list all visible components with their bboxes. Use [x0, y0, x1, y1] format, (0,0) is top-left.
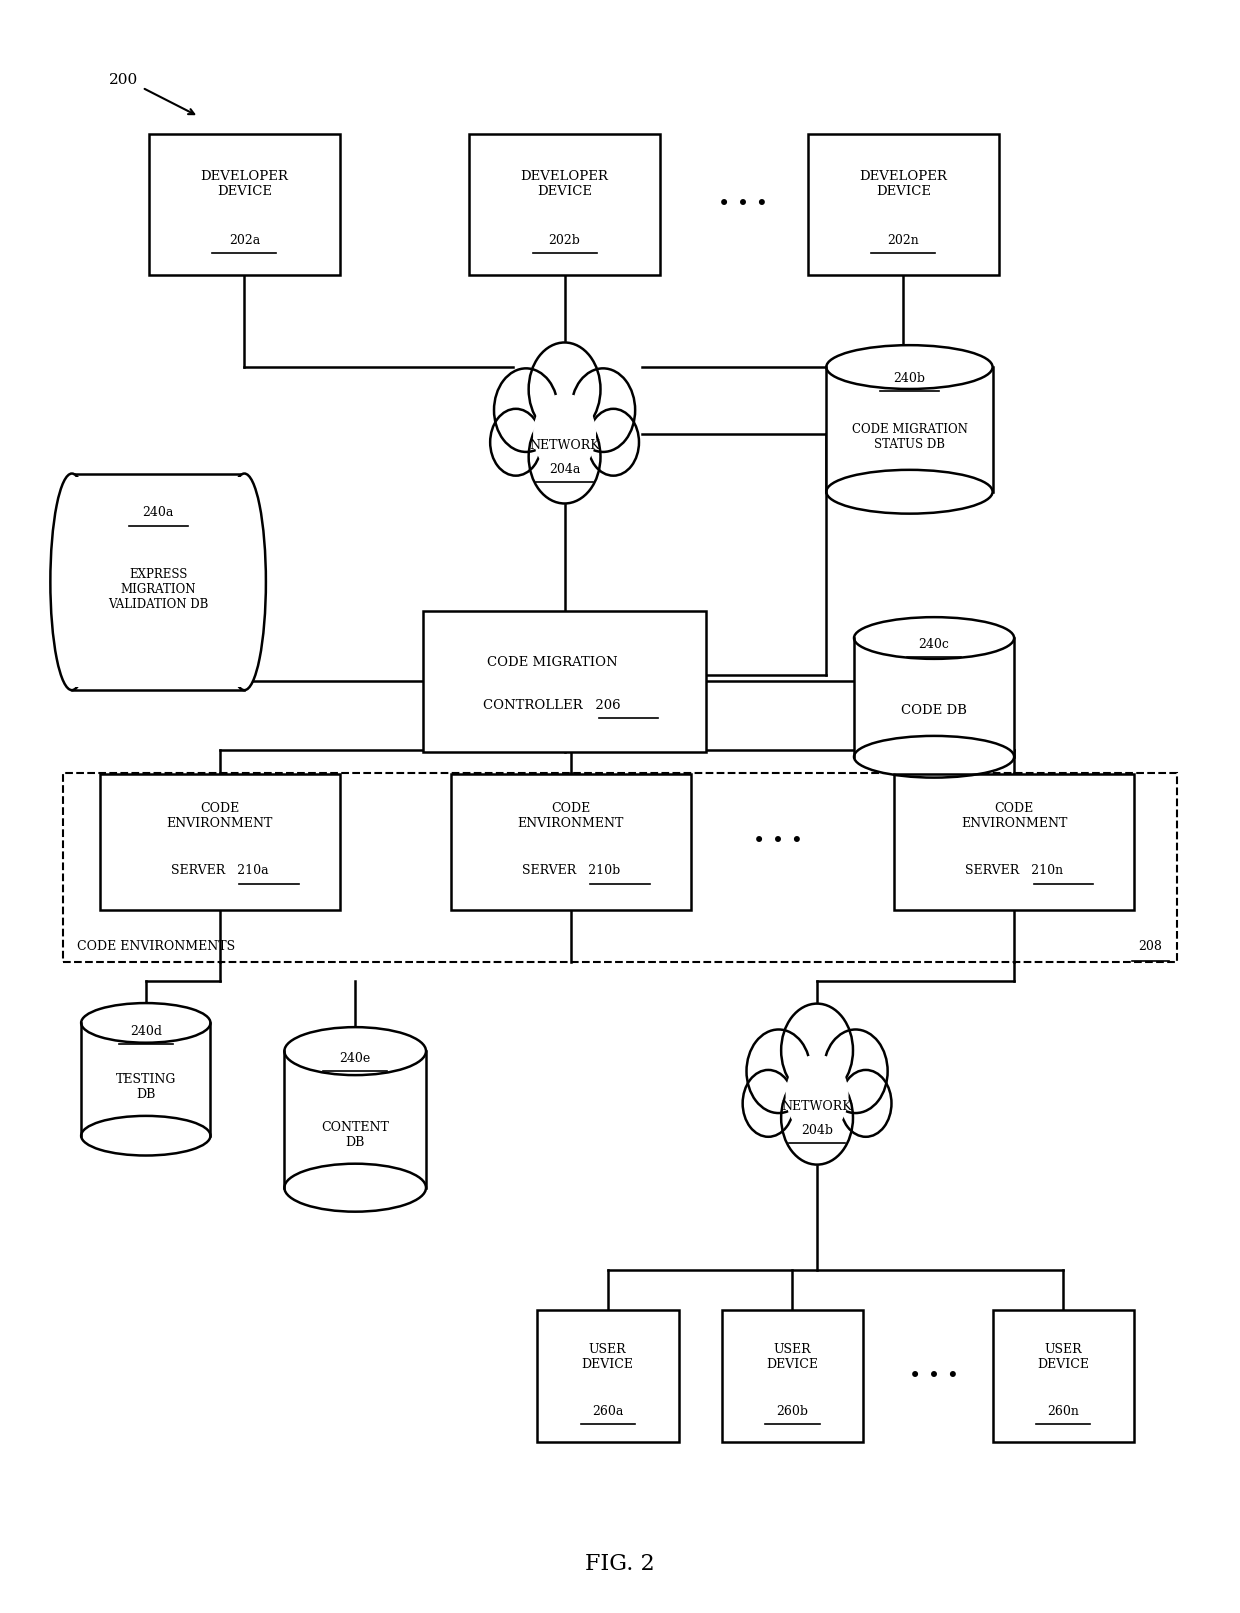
Bar: [81, 1023, 211, 1136]
Ellipse shape: [81, 1003, 211, 1042]
Text: 240b: 240b: [894, 371, 925, 384]
Text: DEVELOPER
DEVICE: DEVELOPER DEVICE: [859, 169, 947, 198]
Text: 240c: 240c: [919, 637, 950, 652]
FancyBboxPatch shape: [469, 134, 660, 276]
Ellipse shape: [51, 474, 93, 690]
Circle shape: [786, 1055, 848, 1136]
Circle shape: [588, 408, 639, 476]
Ellipse shape: [854, 736, 1014, 777]
Circle shape: [743, 1069, 794, 1137]
Text: 260a: 260a: [591, 1405, 624, 1418]
FancyBboxPatch shape: [722, 1310, 863, 1442]
Text: TESTING
DB: TESTING DB: [115, 1073, 176, 1102]
Ellipse shape: [854, 618, 1014, 658]
Circle shape: [494, 368, 558, 452]
Bar: [72, 474, 244, 690]
Circle shape: [490, 408, 542, 476]
FancyBboxPatch shape: [63, 773, 1177, 961]
Circle shape: [781, 1003, 853, 1097]
FancyBboxPatch shape: [992, 1310, 1135, 1442]
Text: CODE DB: CODE DB: [901, 703, 967, 716]
Text: 240a: 240a: [143, 506, 174, 519]
FancyBboxPatch shape: [450, 774, 691, 910]
Text: • • •: • • •: [753, 832, 802, 852]
Text: FIG. 2: FIG. 2: [585, 1553, 655, 1574]
Text: SERVER   210n: SERVER 210n: [965, 865, 1063, 877]
Circle shape: [533, 394, 595, 474]
FancyBboxPatch shape: [423, 611, 707, 752]
Text: SERVER   210b: SERVER 210b: [522, 865, 620, 877]
Text: CONTENT
DB: CONTENT DB: [321, 1121, 389, 1150]
Circle shape: [570, 368, 635, 452]
Text: 260n: 260n: [1048, 1405, 1079, 1418]
Text: USER
DEVICE: USER DEVICE: [766, 1344, 818, 1371]
Text: NETWORK: NETWORK: [781, 1100, 852, 1113]
Circle shape: [841, 1069, 892, 1137]
Text: 240e: 240e: [340, 1052, 371, 1065]
Text: 200: 200: [109, 73, 138, 87]
Ellipse shape: [284, 1163, 427, 1211]
Ellipse shape: [284, 1027, 427, 1076]
Circle shape: [528, 410, 600, 503]
Text: 202a: 202a: [228, 234, 260, 247]
FancyBboxPatch shape: [149, 134, 340, 276]
Text: 204b: 204b: [801, 1124, 833, 1137]
Text: 204a: 204a: [549, 463, 580, 476]
Text: 208: 208: [1138, 939, 1163, 953]
Text: CODE ENVIRONMENTS: CODE ENVIRONMENTS: [77, 939, 236, 953]
FancyBboxPatch shape: [894, 774, 1135, 910]
Bar: [284, 1052, 427, 1187]
Ellipse shape: [826, 345, 992, 389]
Text: CODE MIGRATION: CODE MIGRATION: [487, 655, 618, 668]
Text: 202b: 202b: [548, 234, 580, 247]
Text: DEVELOPER
DEVICE: DEVELOPER DEVICE: [201, 169, 288, 198]
Text: 202n: 202n: [888, 234, 919, 247]
Text: CONTROLLER   206: CONTROLLER 206: [484, 698, 621, 711]
Circle shape: [823, 1029, 888, 1113]
Text: EXPRESS
MIGRATION
VALIDATION DB: EXPRESS MIGRATION VALIDATION DB: [108, 568, 208, 611]
Text: 260b: 260b: [776, 1405, 808, 1418]
Text: SERVER   210a: SERVER 210a: [171, 865, 269, 877]
Text: CODE
ENVIRONMENT: CODE ENVIRONMENT: [166, 802, 273, 831]
Circle shape: [528, 342, 600, 436]
Text: NETWORK: NETWORK: [529, 439, 600, 452]
Ellipse shape: [826, 469, 992, 513]
Bar: [826, 368, 992, 492]
Text: • • •: • • •: [718, 195, 768, 215]
Bar: [72, 477, 244, 687]
Bar: [854, 639, 1014, 756]
Ellipse shape: [223, 474, 265, 690]
Text: CODE
ENVIRONMENT: CODE ENVIRONMENT: [517, 802, 624, 831]
Circle shape: [781, 1071, 853, 1165]
FancyBboxPatch shape: [807, 134, 998, 276]
Text: USER
DEVICE: USER DEVICE: [582, 1344, 634, 1371]
FancyBboxPatch shape: [99, 774, 340, 910]
Ellipse shape: [81, 1116, 211, 1155]
FancyBboxPatch shape: [537, 1310, 678, 1442]
Text: 240d: 240d: [130, 1024, 161, 1037]
Text: CODE MIGRATION
STATUS DB: CODE MIGRATION STATUS DB: [852, 424, 967, 452]
Text: USER
DEVICE: USER DEVICE: [1038, 1344, 1090, 1371]
Text: • • •: • • •: [909, 1366, 959, 1386]
Text: CODE
ENVIRONMENT: CODE ENVIRONMENT: [961, 802, 1068, 831]
Circle shape: [746, 1029, 811, 1113]
Text: DEVELOPER
DEVICE: DEVELOPER DEVICE: [521, 169, 609, 198]
